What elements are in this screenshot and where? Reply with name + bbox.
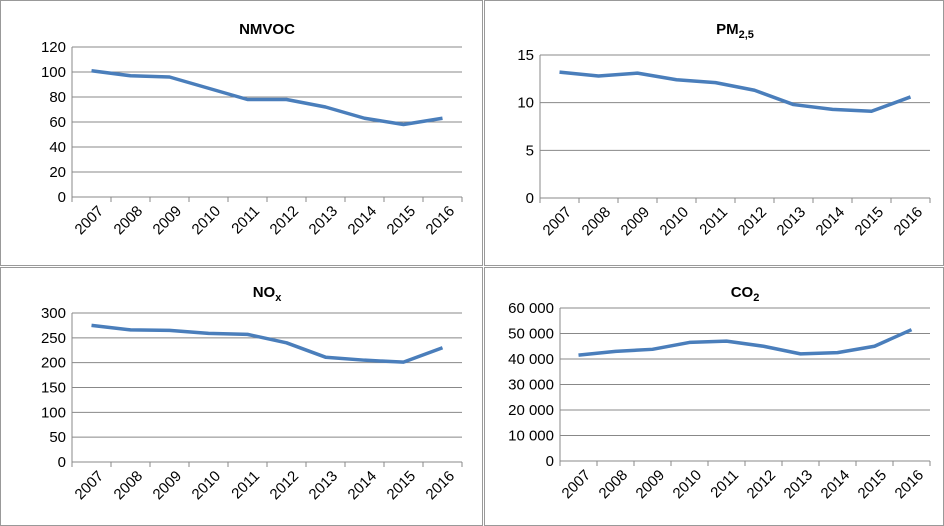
chart-title-subscript: 2,5 xyxy=(739,29,754,41)
y-tick-label: 40 000 xyxy=(508,351,554,368)
x-tick-label: 2010 xyxy=(657,204,693,240)
x-tick-label: 2015 xyxy=(852,204,888,240)
x-tick-label: 2014 xyxy=(345,203,381,239)
x-tick-label: 2009 xyxy=(618,204,654,240)
x-tick-label: 2007 xyxy=(72,203,108,239)
y-tick-label: 20 000 xyxy=(508,402,554,419)
x-tick-label: 2014 xyxy=(345,468,381,504)
x-tick-label: 2016 xyxy=(891,204,927,240)
y-tick-label: 120 xyxy=(41,39,66,56)
chart-title: CO2 xyxy=(731,284,760,304)
y-tick-label: 100 xyxy=(41,64,66,81)
x-tick-label: 2009 xyxy=(633,467,669,503)
x-tick-label: 2008 xyxy=(579,204,615,240)
chart-title-text: PM xyxy=(716,21,739,38)
y-tick-label: 150 xyxy=(41,380,66,397)
x-tick-label: 2009 xyxy=(150,468,186,504)
y-tick-label: 10 xyxy=(517,95,534,112)
chart-title: PM2,5 xyxy=(716,21,754,41)
y-tick-label: 0 xyxy=(546,453,554,470)
y-tick-label: 60 xyxy=(49,114,66,131)
chart-title-subscript: 2 xyxy=(753,292,759,304)
chart-title-subscript: x xyxy=(275,292,282,304)
x-tick-label: 2008 xyxy=(596,467,632,503)
x-tick-label: 2007 xyxy=(72,468,108,504)
x-tick-label: 2016 xyxy=(423,468,459,504)
x-tick-label: 2010 xyxy=(189,203,225,239)
y-tick-label: 5 xyxy=(526,142,534,159)
y-tick-label: 200 xyxy=(41,355,66,372)
panel-border xyxy=(0,0,483,266)
y-tick-label: 60 000 xyxy=(508,300,554,317)
x-tick-label: 2007 xyxy=(559,467,595,503)
y-tick-label: 30 000 xyxy=(508,377,554,394)
x-tick-label: 2013 xyxy=(781,467,817,503)
y-tick-label: 80 xyxy=(49,89,66,106)
x-tick-label: 2012 xyxy=(267,468,303,504)
x-tick-label: 2013 xyxy=(306,468,342,504)
data-line xyxy=(559,70,912,113)
x-tick-label: 2011 xyxy=(707,467,742,502)
y-tick-label: 0 xyxy=(526,190,534,207)
x-tick-label: 2014 xyxy=(813,204,849,240)
x-tick-label: 2015 xyxy=(384,203,420,239)
x-tick-label: 2011 xyxy=(228,468,263,503)
y-tick-label: 20 xyxy=(49,164,66,181)
x-tick-label: 2015 xyxy=(855,467,891,503)
x-tick-label: 2011 xyxy=(228,203,263,238)
x-tick-label: 2014 xyxy=(818,467,854,503)
x-tick-label: 2015 xyxy=(384,468,420,504)
x-tick-label: 2012 xyxy=(735,204,771,240)
data-line xyxy=(578,328,913,357)
x-tick-label: 2016 xyxy=(423,203,459,239)
data-line xyxy=(91,323,444,364)
x-tick-label: 2013 xyxy=(306,203,342,239)
y-tick-label: 50 000 xyxy=(508,326,554,343)
x-tick-label: 2012 xyxy=(267,203,303,239)
x-tick-label: 2007 xyxy=(540,204,576,240)
x-tick-label: 2009 xyxy=(150,203,186,239)
y-tick-label: 300 xyxy=(41,305,66,322)
y-tick-label: 10 000 xyxy=(508,428,554,445)
y-tick-label: 100 xyxy=(41,404,66,421)
x-tick-label: 2012 xyxy=(744,467,780,503)
x-tick-label: 2008 xyxy=(111,468,147,504)
x-tick-label: 2010 xyxy=(670,467,706,503)
x-tick-label: 2010 xyxy=(189,468,225,504)
chart-title-text: NMVOC xyxy=(239,21,295,38)
y-tick-label: 250 xyxy=(41,330,66,347)
x-tick-label: 2013 xyxy=(774,204,810,240)
data-line xyxy=(91,69,443,127)
y-tick-label: 15 xyxy=(517,47,534,64)
chart-title: NOx xyxy=(253,284,283,304)
chart-title-text: CO xyxy=(731,284,754,301)
chart-title-text: NO xyxy=(253,284,276,301)
y-tick-label: 0 xyxy=(58,454,66,471)
y-tick-label: 0 xyxy=(58,189,66,206)
y-tick-label: 40 xyxy=(49,139,66,156)
y-tick-label: 50 xyxy=(49,429,66,446)
x-tick-label: 2011 xyxy=(696,204,731,239)
chart-title: NMVOC xyxy=(239,21,295,38)
x-tick-label: 2008 xyxy=(111,203,147,239)
x-tick-label: 2016 xyxy=(892,467,928,503)
